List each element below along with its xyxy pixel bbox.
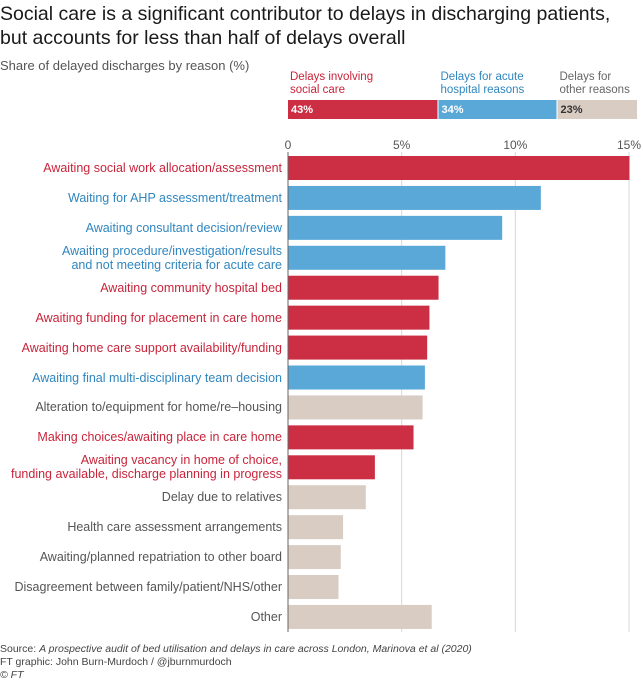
category-label: Alteration to/equipment for home/re–hous… xyxy=(35,400,282,415)
category-label: Awaiting home care support availability/… xyxy=(21,340,282,355)
bar xyxy=(288,455,375,480)
category-label: Awaiting final multi-disciplinary team d… xyxy=(32,370,282,385)
x-tick-label: 5% xyxy=(392,138,411,152)
bar xyxy=(288,185,541,210)
chart-subtitle: Share of delayed discharges by reason (%… xyxy=(0,58,250,73)
bar xyxy=(288,275,439,300)
bar xyxy=(288,245,446,270)
category-label: Awaiting community hospital bed xyxy=(100,280,282,295)
bar xyxy=(288,305,430,330)
category-label: Other xyxy=(250,609,282,624)
share-segment xyxy=(557,100,637,119)
x-tick-label: 0 xyxy=(284,138,292,152)
x-tick-label: 15% xyxy=(616,138,642,152)
bar xyxy=(288,575,339,600)
legend-label: Delays for acute hospital reasons xyxy=(440,71,525,96)
bar xyxy=(288,335,428,360)
share-value-label: 34% xyxy=(441,103,464,116)
legend-label: Delays involving social care xyxy=(290,71,374,96)
chart-title: Social care is a significant contributor… xyxy=(0,3,611,49)
category-label: Waiting for AHP assessment/treatment xyxy=(68,190,282,205)
category-label: Making choices/awaiting place in care ho… xyxy=(37,430,282,445)
copyright: © FT xyxy=(0,669,24,680)
bar xyxy=(288,485,366,510)
bar xyxy=(288,395,423,420)
x-tick-label: 10% xyxy=(503,138,528,152)
category-label: Awaiting/planned repatriation to other b… xyxy=(39,550,282,565)
bar xyxy=(288,515,344,540)
source-prefix: Source: xyxy=(0,643,40,655)
category-label: Awaiting funding for placement in care h… xyxy=(35,310,282,325)
source-line: Source: A prospective audit of bed utili… xyxy=(0,643,472,655)
share-value-label: 23% xyxy=(560,103,583,116)
bar xyxy=(288,156,630,180)
share-segment xyxy=(288,100,438,119)
bar xyxy=(288,215,503,240)
bar xyxy=(288,365,425,390)
category-label: Awaiting procedure/investigation/results… xyxy=(61,243,282,272)
share-segment xyxy=(438,100,557,119)
legend-label: Delays for other reasons xyxy=(559,71,630,96)
share-value-label: 43% xyxy=(291,103,314,116)
category-label: Disagreement between family/patient/NHS/… xyxy=(14,580,283,595)
bar xyxy=(288,545,341,570)
category-label: Delay due to relatives xyxy=(161,490,282,505)
category-label: Awaiting vacancy in home of choice, fund… xyxy=(10,453,282,482)
source-text: A prospective audit of bed utilisation a… xyxy=(39,643,472,655)
category-label: Awaiting consultant decision/review xyxy=(85,220,282,235)
bar xyxy=(288,425,414,450)
category-label: Awaiting social work allocation/assessme… xyxy=(43,161,282,175)
credit: FT graphic: John Burn-Murdoch / @jburnmu… xyxy=(0,656,232,668)
bar xyxy=(288,604,432,629)
category-label: Health care assessment arrangements xyxy=(67,520,282,535)
